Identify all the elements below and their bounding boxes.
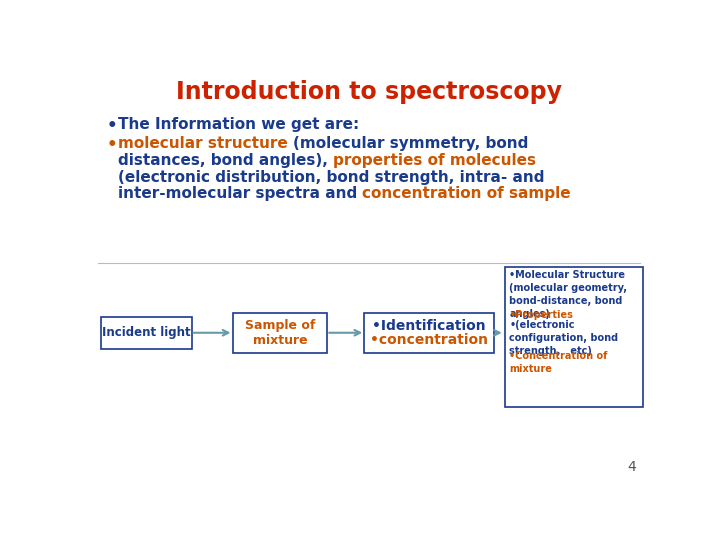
Text: •: • <box>107 136 117 154</box>
Text: •Concentration of
mixture: •Concentration of mixture <box>509 351 608 374</box>
Text: properties of molecules: properties of molecules <box>333 153 536 167</box>
Text: •: • <box>107 117 117 135</box>
FancyBboxPatch shape <box>364 313 494 353</box>
Text: •(electronic
configuration, bond
strength,   etc): •(electronic configuration, bond strengt… <box>509 320 618 356</box>
Text: Introduction to spectroscopy: Introduction to spectroscopy <box>176 80 562 104</box>
Text: Incident light: Incident light <box>102 326 191 339</box>
Text: inter-molecular spectra and: inter-molecular spectra and <box>118 186 362 201</box>
Text: •concentration: •concentration <box>370 333 488 347</box>
Text: 4: 4 <box>628 461 636 475</box>
Text: molecular structure: molecular structure <box>118 136 293 151</box>
FancyBboxPatch shape <box>233 313 327 353</box>
Text: •Properties: •Properties <box>509 310 573 320</box>
Text: (electronic distribution, bond strength, intra- and: (electronic distribution, bond strength,… <box>118 170 544 185</box>
Text: •Molecular Structure
(molecular geometry,
bond-distance, bond
angles): •Molecular Structure (molecular geometry… <box>509 271 627 319</box>
Text: distances, bond angles),: distances, bond angles), <box>118 153 333 167</box>
Text: concentration of sample: concentration of sample <box>362 186 571 201</box>
Text: (molecular symmetry, bond: (molecular symmetry, bond <box>293 136 528 151</box>
Text: •Identification: •Identification <box>372 319 486 333</box>
Text: The Information we get are:: The Information we get are: <box>118 117 359 132</box>
FancyBboxPatch shape <box>101 316 192 349</box>
Text: Sample of
mixture: Sample of mixture <box>245 319 315 347</box>
